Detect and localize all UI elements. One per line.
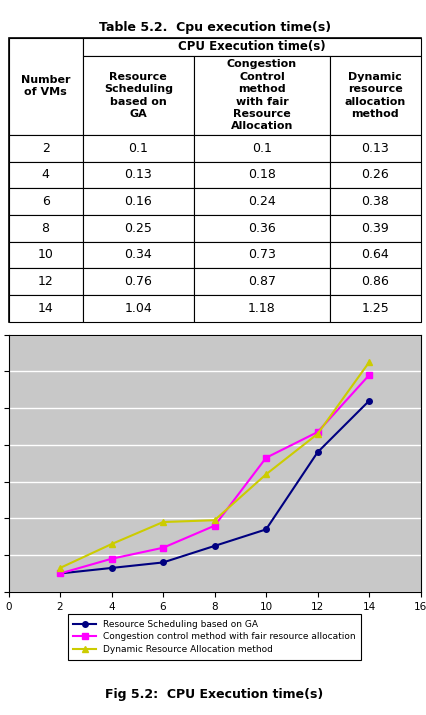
Bar bbox=[9, 188, 83, 215]
Bar bbox=[9, 162, 83, 188]
Bar bbox=[83, 268, 193, 295]
Bar bbox=[83, 38, 420, 56]
Bar bbox=[329, 268, 420, 295]
Text: 0.1: 0.1 bbox=[128, 142, 148, 154]
Resource Scheduling based on GA bbox=[58, 569, 63, 578]
Resource Scheduling based on GA bbox=[366, 397, 371, 405]
Text: Number
of VMs: Number of VMs bbox=[21, 76, 70, 97]
Dynamic Resource Allocation method bbox=[58, 563, 63, 572]
Bar bbox=[9, 268, 83, 295]
Text: 0.26: 0.26 bbox=[360, 169, 388, 182]
Text: 0.64: 0.64 bbox=[360, 249, 388, 262]
Bar bbox=[193, 295, 329, 322]
Line: Congestion control method with fair resource allocation: Congestion control method with fair reso… bbox=[57, 373, 371, 576]
Text: 6: 6 bbox=[42, 195, 49, 208]
Bar bbox=[9, 242, 83, 268]
Text: 0.76: 0.76 bbox=[124, 275, 152, 288]
Text: 4: 4 bbox=[42, 169, 49, 182]
Bar bbox=[329, 215, 420, 242]
Text: 2: 2 bbox=[42, 142, 49, 154]
Resource Scheduling based on GA bbox=[160, 558, 165, 567]
Text: 0.39: 0.39 bbox=[360, 222, 388, 235]
Text: 0.16: 0.16 bbox=[124, 195, 152, 208]
Congestion control method with fair resource allocation bbox=[109, 555, 114, 563]
Bar bbox=[193, 268, 329, 295]
X-axis label: Number of VMs: Number of VMs bbox=[166, 617, 262, 627]
Line: Resource Scheduling based on GA: Resource Scheduling based on GA bbox=[57, 398, 371, 576]
Text: 0.38: 0.38 bbox=[360, 195, 388, 208]
Congestion control method with fair resource allocation bbox=[263, 453, 268, 462]
Bar bbox=[329, 56, 420, 135]
Text: 0.87: 0.87 bbox=[248, 275, 275, 288]
Bar bbox=[9, 215, 83, 242]
Bar bbox=[329, 242, 420, 268]
Bar bbox=[329, 135, 420, 162]
Line: Dynamic Resource Allocation method: Dynamic Resource Allocation method bbox=[57, 360, 371, 571]
Bar bbox=[83, 215, 193, 242]
Text: 0.36: 0.36 bbox=[248, 222, 275, 235]
Text: 0.18: 0.18 bbox=[248, 169, 275, 182]
Bar bbox=[193, 135, 329, 162]
Text: 0.86: 0.86 bbox=[360, 275, 388, 288]
Bar bbox=[83, 162, 193, 188]
Bar bbox=[83, 135, 193, 162]
Text: 8: 8 bbox=[41, 222, 49, 235]
Text: Fig 5.2:  CPU Execution time(s): Fig 5.2: CPU Execution time(s) bbox=[105, 689, 323, 701]
Resource Scheduling based on GA bbox=[314, 448, 320, 457]
Bar bbox=[193, 188, 329, 215]
Bar bbox=[329, 188, 420, 215]
Dynamic Resource Allocation method bbox=[109, 540, 114, 548]
Text: CPU Execution time(s): CPU Execution time(s) bbox=[177, 40, 325, 53]
Bar bbox=[193, 242, 329, 268]
Text: 0.13: 0.13 bbox=[124, 169, 152, 182]
Resource Scheduling based on GA bbox=[263, 525, 268, 533]
Text: Table 5.2.  Cpu execution time(s): Table 5.2. Cpu execution time(s) bbox=[98, 21, 330, 34]
Bar bbox=[193, 56, 329, 135]
Text: 0.1: 0.1 bbox=[251, 142, 271, 154]
Bar bbox=[83, 56, 193, 135]
Congestion control method with fair resource allocation bbox=[314, 428, 320, 436]
Dynamic Resource Allocation method bbox=[211, 516, 216, 525]
Text: Congestion
Control
method
with fair
Resource
Allocation: Congestion Control method with fair Reso… bbox=[226, 59, 296, 132]
Text: 0.13: 0.13 bbox=[360, 142, 388, 154]
Text: 0.24: 0.24 bbox=[248, 195, 275, 208]
Bar bbox=[193, 162, 329, 188]
Text: 12: 12 bbox=[37, 275, 53, 288]
Text: 0.34: 0.34 bbox=[124, 249, 152, 262]
Bar bbox=[193, 215, 329, 242]
Text: 1.25: 1.25 bbox=[360, 302, 388, 315]
Text: 0.25: 0.25 bbox=[124, 222, 152, 235]
Dynamic Resource Allocation method bbox=[314, 430, 320, 438]
Dynamic Resource Allocation method bbox=[263, 470, 268, 478]
Text: 10: 10 bbox=[37, 249, 53, 262]
Bar bbox=[83, 295, 193, 322]
Bar bbox=[83, 242, 193, 268]
Congestion control method with fair resource allocation bbox=[366, 371, 371, 380]
Text: Dynamic
resource
allocation
method: Dynamic resource allocation method bbox=[344, 72, 405, 119]
Text: 0.73: 0.73 bbox=[248, 249, 275, 262]
Resource Scheduling based on GA bbox=[109, 563, 114, 572]
Bar bbox=[83, 188, 193, 215]
Text: Resource
Scheduling
based on
GA: Resource Scheduling based on GA bbox=[104, 72, 173, 119]
Text: 14: 14 bbox=[37, 302, 53, 315]
Dynamic Resource Allocation method bbox=[160, 518, 165, 526]
Text: 1.04: 1.04 bbox=[124, 302, 152, 315]
Bar bbox=[9, 38, 83, 135]
Congestion control method with fair resource allocation bbox=[160, 543, 165, 552]
Bar bbox=[329, 295, 420, 322]
Bar bbox=[9, 135, 83, 162]
Bar bbox=[9, 295, 83, 322]
Congestion control method with fair resource allocation bbox=[211, 521, 216, 530]
Dynamic Resource Allocation method bbox=[366, 358, 371, 367]
Text: 1.18: 1.18 bbox=[248, 302, 275, 315]
Congestion control method with fair resource allocation bbox=[58, 569, 63, 578]
Resource Scheduling based on GA bbox=[211, 542, 216, 551]
Bar bbox=[329, 162, 420, 188]
Legend: Resource Scheduling based on GA, Congestion control method with fair resource al: Resource Scheduling based on GA, Congest… bbox=[68, 614, 360, 659]
